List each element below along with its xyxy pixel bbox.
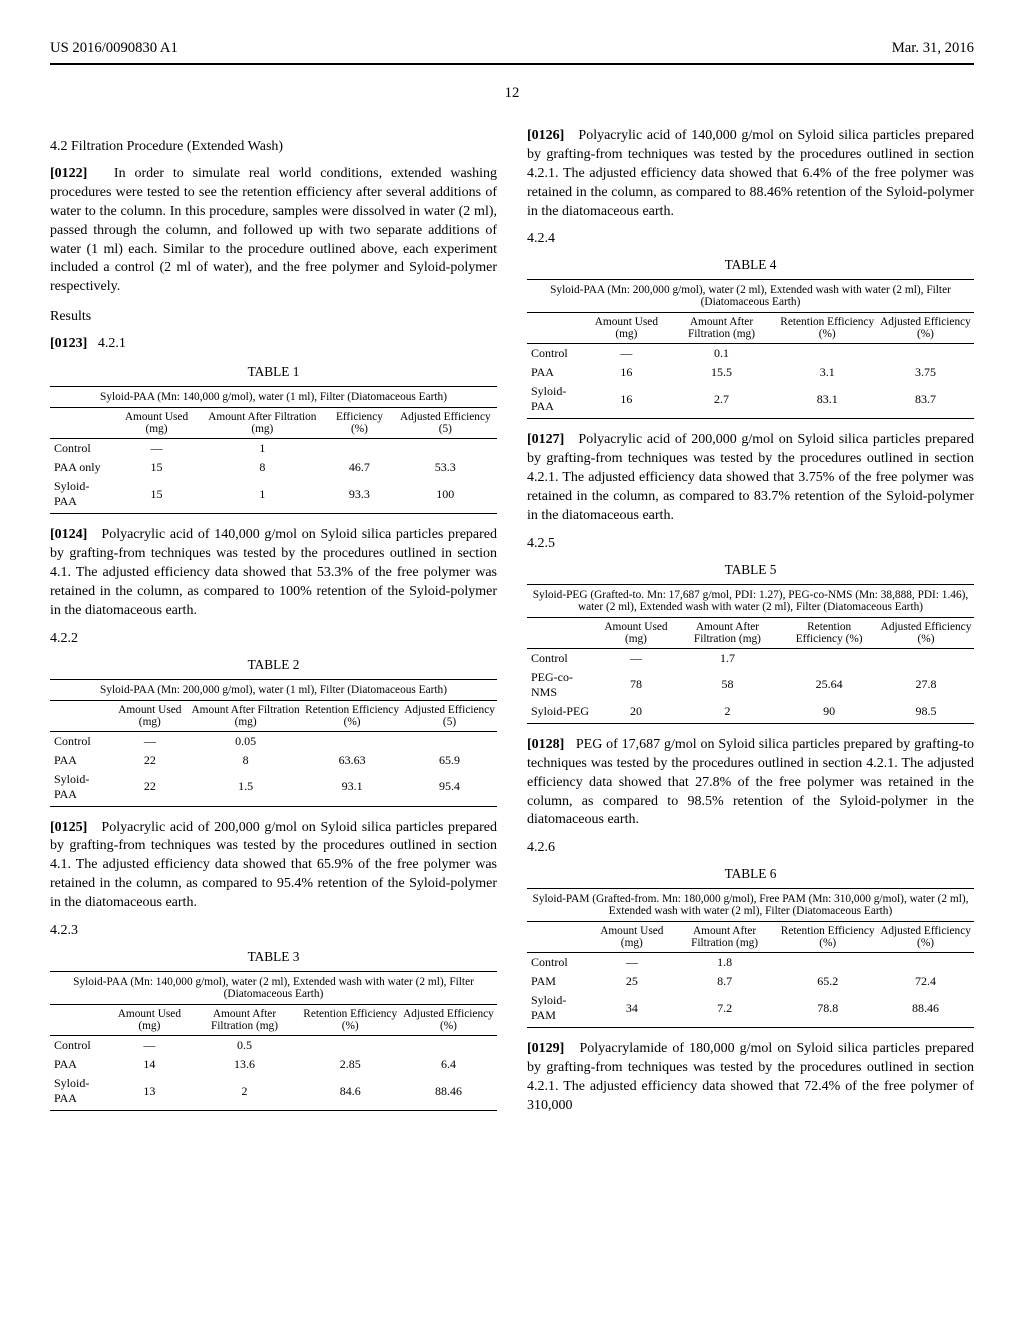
table-row: Syloid-PAA162.783.183.7 (527, 382, 974, 419)
content-columns: 4.2 Filtration Procedure (Extended Wash)… (50, 127, 974, 1126)
subsection-425: 4.2.5 (527, 536, 974, 552)
para-num: [0126] (527, 128, 564, 143)
table-caption: Syloid-PAA (Mn: 140,000 g/mol), water (2… (50, 972, 497, 1005)
table-row: Control—1.8 (527, 953, 974, 973)
subsection-426: 4.2.6 (527, 840, 974, 856)
table-caption: Syloid-PAM (Grafted-from. Mn: 180,000 g/… (527, 889, 974, 922)
table-label: TABLE 1 (50, 364, 497, 380)
paragraph-0127: [0127] Polyacrylic acid of 200,000 g/mol… (527, 431, 974, 525)
paragraph-0124: [0124] Polyacrylic acid of 140,000 g/mol… (50, 526, 497, 620)
table-row: PAA only15846.753.3 (50, 458, 497, 477)
table-row: Syloid-PEG2029098.5 (527, 702, 974, 724)
table-label: TABLE 5 (527, 562, 974, 578)
table-header-row: Amount Used (mg) Amount After Filtration… (50, 1005, 497, 1036)
para-text: In order to simulate real world conditio… (50, 166, 497, 294)
subsection-422: 4.2.2 (50, 631, 497, 647)
table-row: Control—0.5 (50, 1036, 497, 1056)
table-caption: Syloid-PAA (Mn: 140,000 g/mol), water (1… (50, 387, 497, 408)
table-2: Syloid-PAA (Mn: 200,000 g/mol), water (1… (50, 679, 497, 807)
para-num: [0123] (50, 336, 87, 351)
section-heading: 4.2 Filtration Procedure (Extended Wash) (50, 139, 497, 155)
para-text: Polyacrylic acid of 200,000 g/mol on Syl… (527, 432, 974, 523)
table-row: Syloid-PAA221.593.195.4 (50, 770, 497, 807)
results-heading: Results (50, 309, 497, 325)
table-caption: Syloid-PAA (Mn: 200,000 g/mol), water (2… (527, 280, 974, 313)
para-num: [0129] (527, 1041, 564, 1056)
para-num: [0128] (527, 737, 564, 752)
table-row: Syloid-PAA13284.688.46 (50, 1074, 497, 1111)
table-label: TABLE 6 (527, 866, 974, 882)
subsection-423: 4.2.3 (50, 923, 497, 939)
table-row: PAA22863.6365.9 (50, 751, 497, 770)
table-header-row: Amount Used (mg) Amount After Filtration… (527, 922, 974, 953)
table-row: PAA1413.62.856.4 (50, 1055, 497, 1074)
table-5: Syloid-PEG (Grafted-to. Mn: 17,687 g/mol… (527, 584, 974, 724)
table-3: Syloid-PAA (Mn: 140,000 g/mol), water (2… (50, 971, 497, 1111)
table-1: Syloid-PAA (Mn: 140,000 g/mol), water (1… (50, 386, 497, 514)
para-text: Polyacrylic acid of 140,000 g/mol on Syl… (527, 128, 974, 219)
para-num: [0122] (50, 166, 87, 181)
table-row: Control—1 (50, 439, 497, 459)
table-row: Syloid-PAM347.278.888.46 (527, 991, 974, 1028)
table-header-row: Amount Used (mg) Amount After Filtration… (50, 700, 497, 731)
table-label: TABLE 3 (50, 949, 497, 965)
header-divider (50, 63, 974, 65)
para-num: [0124] (50, 527, 87, 542)
table-row: PAA1615.53.13.75 (527, 363, 974, 382)
para-text: PEG of 17,687 g/mol on Syloid silica par… (527, 737, 974, 828)
table-caption: Syloid-PAA (Mn: 200,000 g/mol), water (1… (50, 679, 497, 700)
paragraph-0123: [0123] 4.2.1 (50, 335, 497, 354)
header-left: US 2016/0090830 A1 (50, 40, 178, 57)
page-number: 12 (50, 85, 974, 102)
para-text: 4.2.1 (98, 336, 126, 351)
table-row: Control—0.1 (527, 344, 974, 364)
page-header: US 2016/0090830 A1 Mar. 31, 2016 (50, 40, 974, 57)
subsection-424: 4.2.4 (527, 231, 974, 247)
para-num: [0127] (527, 432, 564, 447)
table-row: PAM258.765.272.4 (527, 972, 974, 991)
paragraph-0122: [0122] In order to simulate real world c… (50, 165, 497, 297)
left-column: 4.2 Filtration Procedure (Extended Wash)… (50, 127, 497, 1126)
table-header-row: Amount Used (mg) Amount After Filtration… (527, 313, 974, 344)
table-label: TABLE 2 (50, 657, 497, 673)
paragraph-0126: [0126] Polyacrylic acid of 140,000 g/mol… (527, 127, 974, 221)
header-right: Mar. 31, 2016 (892, 40, 974, 57)
table-header-row: Amount Used (mg) Amount After Filtration… (527, 617, 974, 648)
para-text: Polyacrylic acid of 140,000 g/mol on Syl… (50, 527, 497, 618)
table-header-row: Amount Used (mg) Amount After Filtration… (50, 408, 497, 439)
para-text: Polyacrylamide of 180,000 g/mol on Syloi… (527, 1041, 974, 1113)
para-text: Polyacrylic acid of 200,000 g/mol on Syl… (50, 820, 497, 911)
table-4: Syloid-PAA (Mn: 200,000 g/mol), water (2… (527, 279, 974, 419)
right-column: [0126] Polyacrylic acid of 140,000 g/mol… (527, 127, 974, 1126)
table-row: Control—1.7 (527, 648, 974, 668)
table-row: Control—0.05 (50, 731, 497, 751)
para-num: [0125] (50, 820, 87, 835)
table-row: Syloid-PAA15193.3100 (50, 477, 497, 514)
table-label: TABLE 4 (527, 257, 974, 273)
paragraph-0125: [0125] Polyacrylic acid of 200,000 g/mol… (50, 819, 497, 913)
paragraph-0129: [0129] Polyacrylamide of 180,000 g/mol o… (527, 1040, 974, 1116)
table-caption: Syloid-PEG (Grafted-to. Mn: 17,687 g/mol… (527, 584, 974, 617)
table-6: Syloid-PAM (Grafted-from. Mn: 180,000 g/… (527, 888, 974, 1028)
paragraph-0128: [0128] PEG of 17,687 g/mol on Syloid sil… (527, 736, 974, 830)
table-row: PEG-co-NMS785825.6427.8 (527, 668, 974, 702)
